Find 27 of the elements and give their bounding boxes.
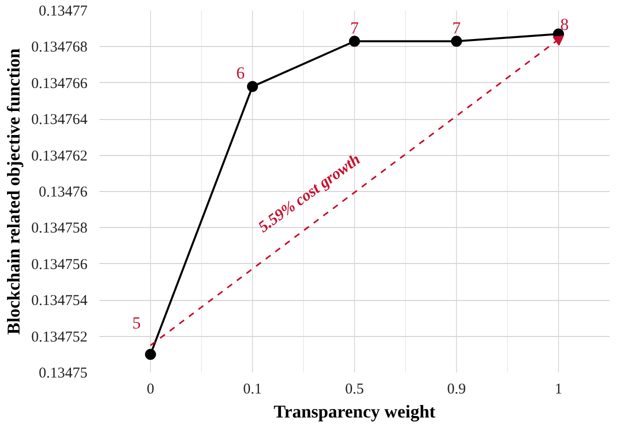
point xyxy=(247,81,258,92)
point xyxy=(349,36,360,47)
annotation: 7 xyxy=(350,18,360,38)
y-tick-label: 0.134756 xyxy=(31,256,88,273)
x-axis-title: Transparency weight xyxy=(274,402,436,422)
y-tick-label: 0.13477 xyxy=(38,4,88,20)
y-tick-label: 0.13475 xyxy=(38,366,88,382)
x-tick-label: 0.1 xyxy=(243,382,262,398)
y-tick-label: 0.134766 xyxy=(31,76,88,92)
y-tick-label: 0.134762 xyxy=(31,148,88,164)
y-tick-label: 0.134764 xyxy=(31,112,88,128)
y-tick-label: 0.134758 xyxy=(31,220,88,237)
x-tick-label: 0 xyxy=(146,382,154,398)
y-tick-label: 0.134768 xyxy=(31,40,88,56)
y-axis-title: Blockchain related objective function xyxy=(3,48,24,335)
x-tick-label: 1 xyxy=(554,382,562,398)
annotation: 8 xyxy=(560,15,569,34)
y-tick-label: 0.13476 xyxy=(38,184,88,200)
annotation: 5 xyxy=(132,313,141,332)
point xyxy=(451,36,462,47)
x-tick-label: 0.9 xyxy=(447,382,466,398)
y-tick-label: 0.134752 xyxy=(31,329,88,346)
annotation: 6 xyxy=(236,64,245,83)
y-tick-label: 0.134754 xyxy=(31,293,88,310)
annotation: 7 xyxy=(452,18,462,38)
x-tick-label: 0.5 xyxy=(345,382,364,398)
point xyxy=(145,348,156,360)
